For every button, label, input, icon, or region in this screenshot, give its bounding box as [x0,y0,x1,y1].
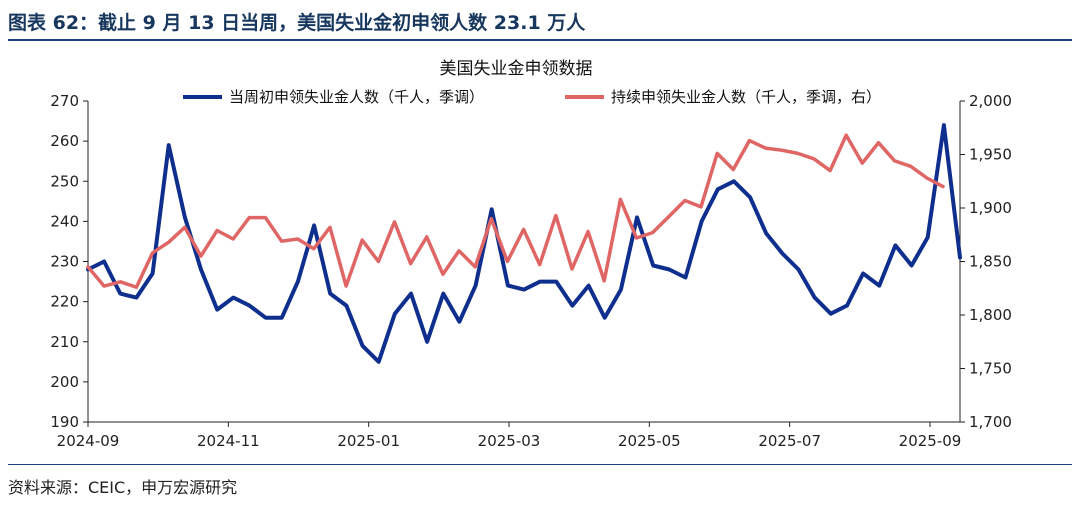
x-axis-ticks: 2024-09 2024-11 2025-01 2025-03 2025-05 2025-… [57,422,962,450]
left-tick-label: 240 [50,212,79,230]
x-tick-label: 2025-01 [337,432,400,450]
legend: 当周初申领失业金人数（千人，季调） 持续申领失业金人数（千人，季调，右） [183,88,881,106]
left-tick-label: 250 [50,172,79,190]
right-tick-label: 1,950 [969,146,1012,164]
left-tick-label: 210 [50,333,79,351]
initial-claims-line [86,123,962,364]
x-tick-label: 2024-09 [57,432,120,450]
left-tick-label: 270 [50,92,79,110]
left-axis-ticks: 190 200 210 220 230 240 250 260 270 [50,92,88,431]
right-tick-label: 1,800 [969,306,1012,324]
series-layer [86,123,962,364]
right-tick-label: 2,000 [969,92,1012,110]
top-rule [8,39,1072,41]
x-tick-label: 2025-03 [478,432,541,450]
left-tick-label: 260 [50,132,79,150]
x-tick-label: 2024-11 [197,432,260,450]
legend-label-initial: 当周初申领失业金人数（千人，季调） [229,88,484,106]
left-tick-label: 220 [50,293,79,311]
source-note: 资料来源：CEIC，申万宏源研究 [8,478,238,497]
x-tick-label: 2025-07 [758,432,821,450]
figure-title: 图表 62：截止 9 月 13 日当周，美国失业金初申领人数 23.1 万人 [8,12,586,34]
x-tick-label: 2025-05 [618,432,681,450]
chart-title: 美国失业金申领数据 [440,59,593,79]
bottom-rule [8,464,1072,465]
x-tick-label: 2025-09 [899,432,962,450]
right-tick-label: 1,750 [969,360,1012,378]
left-tick-label: 230 [50,253,79,271]
right-tick-label: 1,850 [969,253,1012,271]
right-axis-ticks: 1,700 1,750 1,800 1,850 1,900 1,950 2,000 [960,92,1012,431]
continuing-claims-line [86,133,945,289]
right-tick-label: 1,700 [969,413,1012,431]
left-tick-label: 200 [50,373,79,391]
left-tick-label: 190 [50,413,79,431]
legend-label-continuing: 持续申领失业金人数（千人，季调，右） [611,88,881,106]
right-tick-label: 1,900 [969,199,1012,217]
